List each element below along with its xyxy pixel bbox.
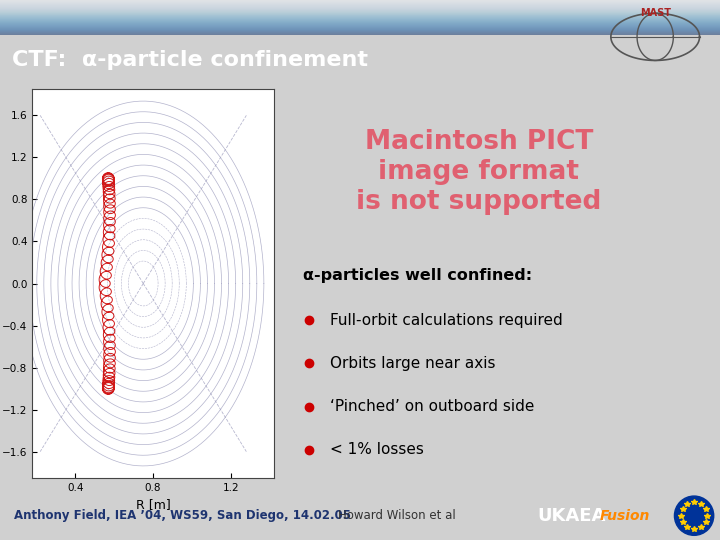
Text: MAST: MAST	[639, 8, 671, 18]
Circle shape	[675, 496, 714, 535]
Text: α-particles well confined:: α-particles well confined:	[303, 268, 533, 284]
Text: Howard Wilson et al: Howard Wilson et al	[338, 509, 456, 522]
Text: ‘Pinched’ on outboard side: ‘Pinched’ on outboard side	[330, 399, 534, 414]
Text: Full-orbit calculations required: Full-orbit calculations required	[330, 313, 562, 328]
Text: Orbits large near axis: Orbits large near axis	[330, 356, 495, 371]
Text: < 1% losses: < 1% losses	[330, 442, 423, 457]
Text: CTF:  α-particle confinement: CTF: α-particle confinement	[12, 50, 368, 70]
Text: Anthony Field, IEA ’04, WS59, San Diego, 14.02.05: Anthony Field, IEA ’04, WS59, San Diego,…	[14, 509, 351, 522]
Text: Fusion: Fusion	[600, 509, 650, 523]
X-axis label: R [m]: R [m]	[135, 498, 171, 511]
Text: UKAEA: UKAEA	[537, 507, 606, 525]
Text: Macintosh PICT
image format
is not supported: Macintosh PICT image format is not suppo…	[356, 129, 601, 215]
